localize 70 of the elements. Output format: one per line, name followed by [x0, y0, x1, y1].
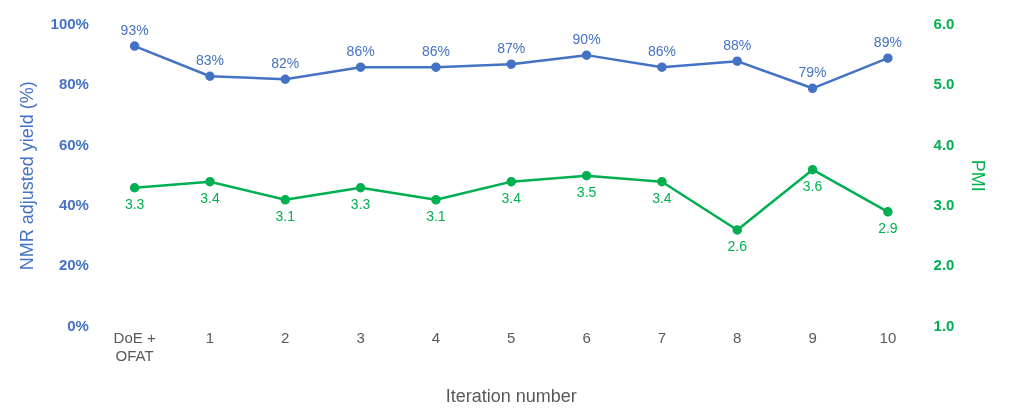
point	[506, 176, 517, 187]
x-tick-label: 8	[733, 328, 742, 346]
point	[732, 56, 742, 66]
x-tick-label: 2	[281, 328, 290, 346]
data-label: 3.1	[275, 207, 296, 224]
point	[129, 183, 140, 193]
data-label: 3.3	[124, 195, 145, 212]
x-tick-label: 10	[879, 328, 897, 346]
point	[355, 62, 366, 72]
x-tick-label: 7	[657, 328, 667, 346]
y2-tick-label: 5.0	[933, 75, 955, 93]
x-tick-label: 4	[431, 328, 441, 346]
data-label: 3.1	[426, 207, 446, 224]
data-label: 3.4	[200, 189, 220, 206]
y2-tick-label: 3.0	[933, 195, 955, 213]
point	[506, 59, 517, 69]
y-axis-title: NMR adjusted yield (%)	[16, 81, 37, 271]
point	[431, 62, 441, 72]
point	[807, 164, 818, 175]
point	[732, 225, 742, 235]
data-label: 86%	[346, 43, 375, 60]
data-label: 93%	[120, 21, 149, 38]
y-tick-label: 20%	[58, 256, 89, 274]
y-tick-label: 80%	[58, 75, 89, 93]
y2-tick-label: 4.0	[933, 135, 955, 153]
data-label: 89%	[873, 34, 902, 51]
x-tick-label: DoE + OFAT	[113, 328, 156, 364]
data-label: 83%	[195, 52, 224, 69]
point	[129, 41, 140, 51]
point	[431, 195, 441, 205]
y-tick-label: 60%	[58, 135, 89, 153]
point	[883, 207, 893, 217]
point	[581, 50, 592, 60]
y-tick-label: 100%	[50, 15, 89, 33]
x-tick-label: 3	[356, 328, 365, 346]
data-label: 86%	[421, 43, 450, 60]
y-tick-label: 40%	[58, 195, 89, 213]
y-tick-label: 0%	[67, 316, 89, 334]
data-label: 3.4	[501, 189, 522, 206]
data-label: 86%	[647, 43, 676, 60]
data-label: 82%	[271, 55, 300, 72]
point	[280, 195, 291, 205]
x-axis-title: Iteration number	[445, 386, 577, 407]
data-label: 2.6	[727, 237, 748, 254]
y2-tick-label: 2.0	[933, 256, 955, 274]
x-tick-label: 5	[507, 328, 516, 346]
data-label: 90%	[572, 31, 601, 47]
data-label: 87%	[497, 40, 526, 57]
x-tick-label: 6	[582, 328, 591, 346]
x-tick-label: 1	[205, 328, 215, 346]
data-label: 3.4	[652, 189, 672, 206]
point	[657, 176, 667, 187]
y2-tick-label: 6.0	[933, 15, 955, 33]
point	[883, 53, 893, 63]
point	[355, 183, 366, 193]
point	[280, 74, 291, 84]
point	[581, 170, 592, 181]
x-tick-label: 9	[808, 328, 817, 346]
data-label: 2.9	[878, 219, 898, 236]
data-label: 88%	[723, 37, 752, 54]
data-label: 3.3	[350, 195, 371, 212]
data-label: 3.6	[802, 177, 823, 194]
y2-axis-title: PMI	[968, 159, 989, 192]
point	[205, 71, 215, 81]
point	[657, 62, 667, 72]
data-label: 3.5	[576, 183, 597, 200]
point	[205, 176, 215, 187]
data-label: 79%	[798, 64, 827, 81]
point	[807, 83, 818, 94]
y2-tick-label: 1.0	[933, 316, 955, 334]
